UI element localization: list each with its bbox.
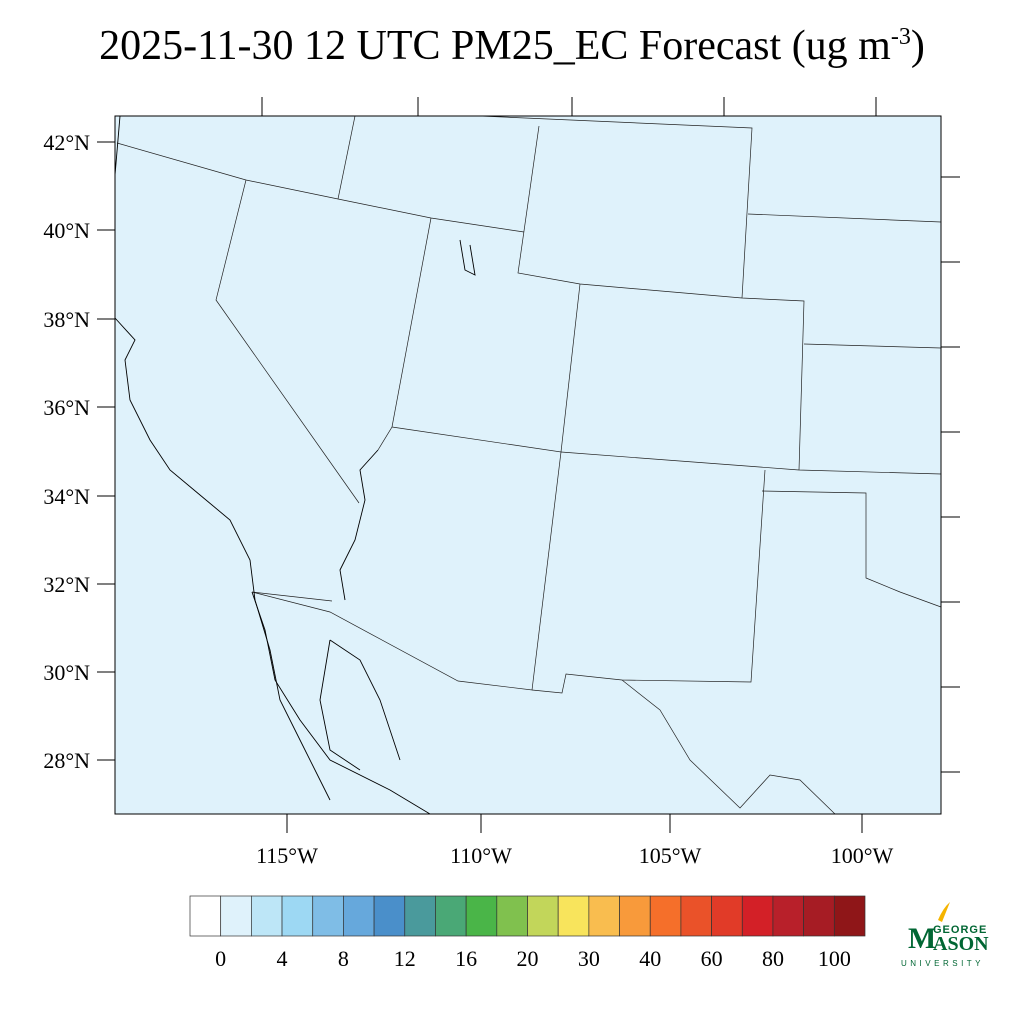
title-superscript: -3 (890, 24, 911, 50)
colorbar-box (435, 895, 467, 937)
colorbar-box (649, 895, 682, 937)
title-text: 2025-11-30 12 UTC PM25_EC Forecast (ug m (99, 23, 891, 69)
axis-labels: 42°N 40°N 38°N 36°N 34°N 32°N 30°N 28°N 115°W 110… (43, 130, 893, 868)
colorbar-label: 0 (215, 946, 226, 971)
lon-label: 115°W (256, 843, 318, 868)
lat-label: 36°N (43, 395, 90, 420)
colorbar-box (527, 895, 559, 937)
lat-label: 42°N (43, 130, 90, 155)
colorbar-label: 20 (517, 946, 539, 971)
colorbar-box (404, 895, 436, 937)
colorbar-box (803, 895, 835, 937)
lon-label: 100°W (831, 843, 894, 868)
colorbar-label: 12 (394, 946, 416, 971)
colorbar-box (312, 895, 344, 937)
lon-label: 110°W (450, 843, 512, 868)
colorbar-box (833, 895, 866, 937)
svg-text:ASON: ASON (933, 933, 989, 955)
colorbar-box (741, 895, 774, 937)
colorbar-box (281, 895, 314, 937)
state-boundaries (116, 115, 942, 815)
lon-label: 105°W (639, 843, 702, 868)
axis-ticks (97, 97, 960, 833)
map-area (115, 116, 941, 814)
colorbar-box (189, 895, 222, 937)
colorbar-box (680, 895, 712, 937)
colorbar-box (557, 895, 590, 937)
colorbar-label: 16 (455, 946, 477, 971)
lat-label: 30°N (43, 660, 90, 685)
colorbar-label: 30 (578, 946, 600, 971)
lat-label: 32°N (43, 572, 90, 597)
colorbar-box (373, 895, 406, 937)
colorbar-box (711, 895, 743, 937)
colorbar-box (772, 895, 804, 937)
colorbar-label: 40 (639, 946, 661, 971)
coastline (114, 115, 476, 815)
svg-text:M: M (908, 922, 936, 955)
svg-text:GEORGE: GEORGE (933, 924, 987, 936)
svg-text:UNIVERSITY: UNIVERSITY (901, 959, 984, 968)
colorbar-box (251, 895, 283, 937)
colorbar-box (465, 895, 498, 937)
map-frame (114, 115, 942, 815)
lat-label: 34°N (43, 484, 90, 509)
colorbar-box (220, 895, 252, 937)
george-mason-logo: M GEORGE ASON UNIVERSITY (901, 902, 989, 968)
lat-label: 28°N (43, 748, 90, 773)
colorbar-label: 80 (762, 946, 784, 971)
lat-label: 40°N (43, 218, 90, 243)
map-title: 2025-11-30 12 UTC PM25_EC Forecast (ug m… (0, 22, 1024, 70)
colorbar-box (588, 895, 620, 937)
colorbar-box (343, 895, 375, 937)
colorbar: 0 4 8 12 16 20 30 40 60 80 100 (189, 895, 866, 971)
colorbar-label: 8 (338, 946, 349, 971)
colorbar-label: 60 (701, 946, 723, 971)
title-close: ) (910, 23, 925, 69)
colorbar-label: 4 (277, 946, 288, 971)
colorbar-box (496, 895, 528, 937)
colorbar-box (619, 895, 651, 937)
lat-label: 38°N (43, 307, 90, 332)
colorbar-label: 100 (818, 946, 851, 971)
